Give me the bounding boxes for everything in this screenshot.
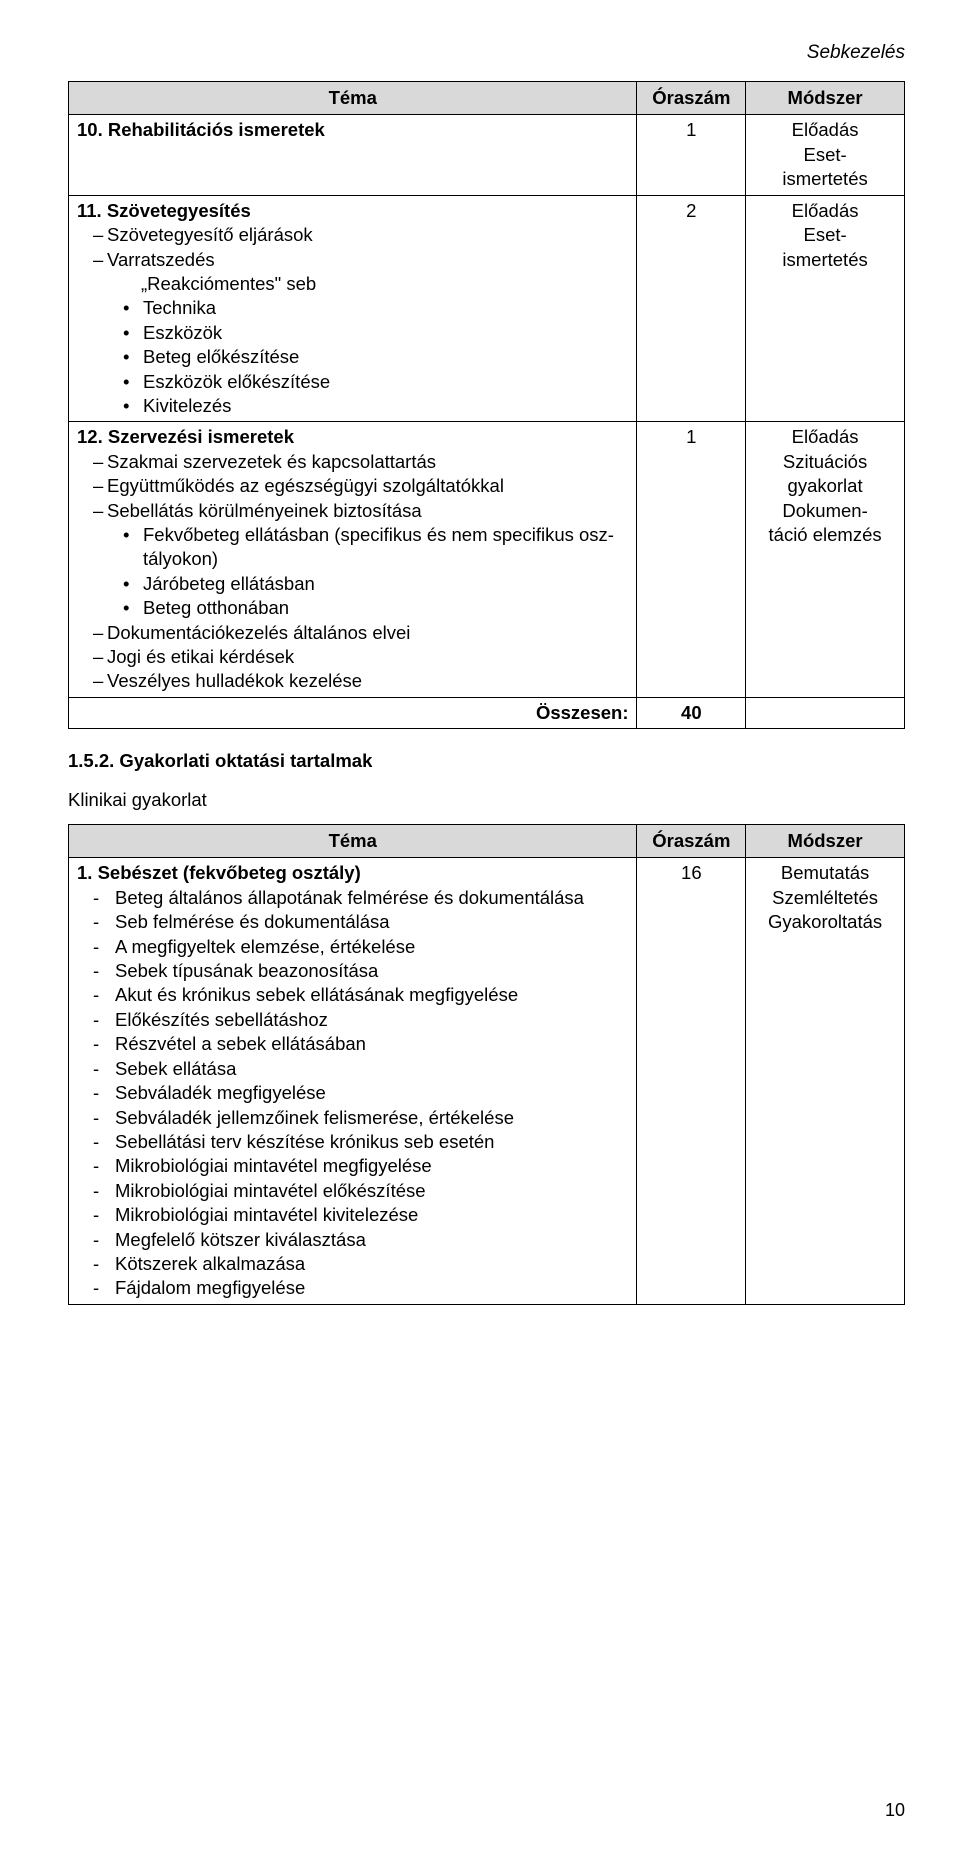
- col-method-header: Módszer: [746, 825, 905, 858]
- method-cell: ElőadásEset-ismertetés: [746, 115, 905, 195]
- sum-method-empty: [746, 697, 905, 728]
- bullet-list: Technika Eszközök Beteg előkészítése Esz…: [77, 296, 630, 418]
- hours-cell: 16: [637, 858, 746, 1304]
- table-header-row: Téma Óraszám Módszer: [69, 825, 905, 858]
- dash-list: Szakmai szervezetek és kapcsolattartás E…: [77, 450, 630, 523]
- list-item: Akut és krónikus sebek ellátásának megfi…: [93, 983, 630, 1007]
- list-item: Eszközök előkészítése: [123, 370, 630, 394]
- dash-list: Szövetegyesítő eljárások Varratszedés: [77, 223, 630, 272]
- sub-heading: Klinikai gyakorlat: [68, 788, 905, 812]
- list-item: Sebek ellátása: [93, 1057, 630, 1081]
- list-item: Mikrobiológiai mintavétel megfigyelése: [93, 1154, 630, 1178]
- sum-row: Összesen: 40: [69, 697, 905, 728]
- topic-title: 1. Sebészet (fekvőbeteg osztály): [77, 861, 630, 885]
- list-item: Eszközök: [123, 321, 630, 345]
- table-row: 1. Sebészet (fekvőbeteg osztály) Beteg á…: [69, 858, 905, 1304]
- list-item: Sebváladék megfigyelése: [93, 1081, 630, 1105]
- topic-title: 11. Szövetegyesítés: [77, 199, 630, 223]
- dash-list: Beteg általános állapotának felmérése és…: [77, 886, 630, 1301]
- col-hours-header: Óraszám: [637, 82, 746, 115]
- col-method-header: Módszer: [746, 82, 905, 115]
- col-topic-header: Téma: [69, 82, 637, 115]
- col-topic-header: Téma: [69, 825, 637, 858]
- list-item: Mikrobiológiai mintavétel kivitelezése: [93, 1203, 630, 1227]
- sum-label: Összesen:: [69, 697, 637, 728]
- list-item: Sebellátás körülményeinek biztosítása: [93, 499, 630, 523]
- page: Sebkezelés Téma Óraszám Módszer 10. Reha…: [0, 0, 960, 1849]
- list-item: Technika: [123, 296, 630, 320]
- table-row: 11. Szövetegyesítés Szövetegyesítő eljár…: [69, 195, 905, 422]
- list-item: Beteg otthonában: [123, 596, 630, 620]
- topic-cell: 12. Szervezési ismeretek Szakmai szervez…: [69, 422, 637, 697]
- method-cell: ElőadásEset-ismertetés: [746, 195, 905, 422]
- list-item: Mikrobiológiai mintavétel előkészítése: [93, 1179, 630, 1203]
- list-item: Előkészítés sebellátáshoz: [93, 1008, 630, 1032]
- page-number: 10: [885, 1799, 905, 1823]
- list-item: Járóbeteg ellátásban: [123, 572, 630, 596]
- list-item: Sebellátási terv készítése krónikus seb …: [93, 1130, 630, 1154]
- list-item: Dokumentációkezelés általános elvei: [93, 621, 630, 645]
- syllabus-table-1: Téma Óraszám Módszer 10. Rehabilitációs …: [68, 81, 905, 729]
- section-heading: 1.5.2. Gyakorlati oktatási tartalmak: [68, 749, 905, 773]
- topic-title: 12. Szervezési ismeretek: [77, 425, 630, 449]
- list-item: Jogi és etikai kérdések: [93, 645, 630, 669]
- topic-cell: 10. Rehabilitációs ismeretek: [69, 115, 637, 195]
- bullet-list: Fekvőbeteg ellátásban (specifikus és nem…: [77, 523, 630, 621]
- table-header-row: Téma Óraszám Módszer: [69, 82, 905, 115]
- quoted-line: „Reakciómentes" seb: [77, 272, 630, 296]
- dash-list: Dokumentációkezelés általános elvei Jogi…: [77, 621, 630, 694]
- list-item: Kivitelezés: [123, 394, 630, 418]
- list-item: Varratszedés: [93, 248, 630, 272]
- hours-cell: 1: [637, 115, 746, 195]
- list-item: Együttműködés az egészségügyi szolgáltat…: [93, 474, 630, 498]
- list-item: Veszélyes hulladékok kezelése: [93, 669, 630, 693]
- list-item: Beteg előkészítése: [123, 345, 630, 369]
- hours-cell: 2: [637, 195, 746, 422]
- list-item: Seb felmérése és dokumentálása: [93, 910, 630, 934]
- method-cell: ElőadásSzituációsgyakorlatDokumen-táció …: [746, 422, 905, 697]
- syllabus-table-2: Téma Óraszám Módszer 1. Sebészet (fekvőb…: [68, 824, 905, 1305]
- list-item: Sebek típusának beazonosítása: [93, 959, 630, 983]
- running-header: Sebkezelés: [68, 40, 905, 65]
- list-item: Megfelelő kötszer kiválasztása: [93, 1228, 630, 1252]
- list-item: Szakmai szervezetek és kapcsolattartás: [93, 450, 630, 474]
- table-row: 10. Rehabilitációs ismeretek 1 ElőadásEs…: [69, 115, 905, 195]
- list-item: Részvétel a sebek ellátásában: [93, 1032, 630, 1056]
- topic-title: 10. Rehabilitációs ismeretek: [77, 118, 630, 142]
- list-item: Kötszerek alkalmazása: [93, 1252, 630, 1276]
- list-item: Beteg általános állapotának felmérése és…: [93, 886, 630, 910]
- topic-cell: 11. Szövetegyesítés Szövetegyesítő eljár…: [69, 195, 637, 422]
- method-cell: BemutatásSzemléltetésGyakoroltatás: [746, 858, 905, 1304]
- list-item: Fájdalom megfigyelése: [93, 1276, 630, 1300]
- topic-cell: 1. Sebészet (fekvőbeteg osztály) Beteg á…: [69, 858, 637, 1304]
- list-item: A megfigyeltek elemzése, értékelése: [93, 935, 630, 959]
- hours-cell: 1: [637, 422, 746, 697]
- sum-value: 40: [637, 697, 746, 728]
- list-item: Szövetegyesítő eljárások: [93, 223, 630, 247]
- table-row: 12. Szervezési ismeretek Szakmai szervez…: [69, 422, 905, 697]
- col-hours-header: Óraszám: [637, 825, 746, 858]
- list-item: Sebváladék jellemzőinek felismerése, ért…: [93, 1106, 630, 1130]
- list-item: Fekvőbeteg ellátásban (specifikus és nem…: [123, 523, 630, 572]
